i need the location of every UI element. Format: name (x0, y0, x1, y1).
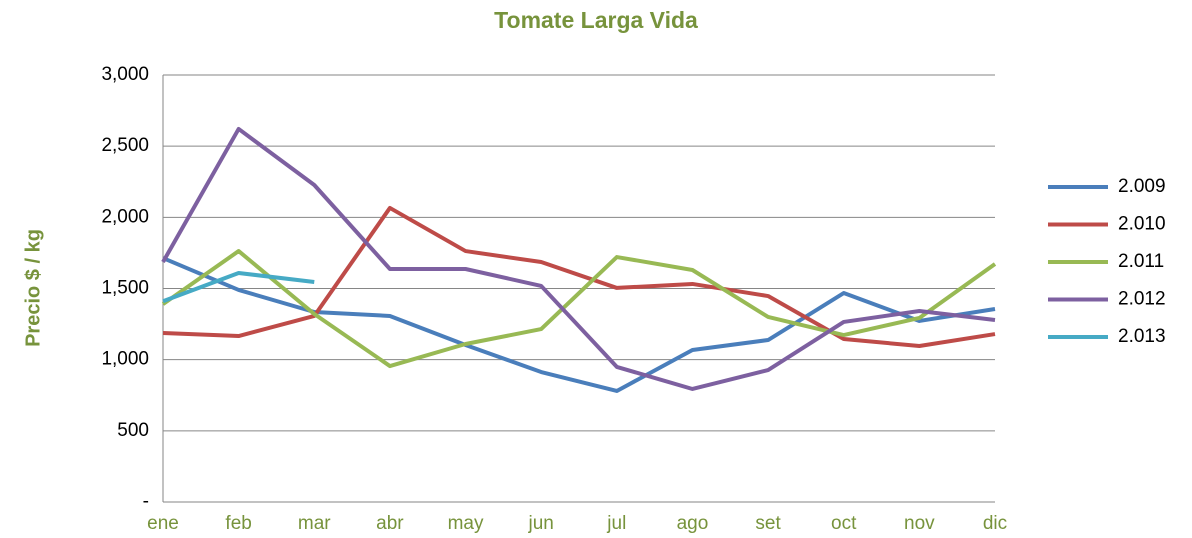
x-tick-label: oct (831, 513, 857, 534)
x-tick-label: jun (528, 513, 554, 534)
y-axis-label: Precio $ / kg (22, 229, 44, 347)
y-tick-label: 2,500 (101, 135, 149, 156)
y-tick-label: 1,500 (101, 278, 149, 299)
legend-label: 2.011 (1118, 251, 1164, 272)
x-tick-label: nov (904, 513, 935, 534)
y-tick-label: 1,000 (101, 349, 149, 370)
chart-title: Tomate Larga Vida (494, 7, 698, 33)
series-line (162, 270, 315, 304)
series-line (162, 205, 996, 349)
legend-label: 2.013 (1118, 326, 1166, 347)
x-tick-label: may (448, 513, 484, 534)
y-tick-label: - (143, 491, 149, 512)
legend-label: 2.010 (1118, 214, 1166, 235)
x-tick-label: ago (677, 513, 709, 534)
series-line (161, 249, 997, 369)
series-line (162, 256, 996, 393)
x-tick-label: abr (376, 513, 404, 534)
y-tick-label: 500 (117, 420, 149, 441)
x-tick-label: feb (225, 513, 251, 534)
x-tick-label: mar (298, 513, 331, 534)
legend-label: 2.012 (1118, 289, 1166, 310)
y-tick-label: 2,000 (101, 206, 149, 227)
x-tick-label: set (755, 513, 781, 534)
x-tick-label: ene (147, 513, 179, 534)
x-tick-label: jul (606, 513, 626, 534)
series-line (161, 126, 996, 391)
y-tick-label: 3,000 (101, 64, 149, 85)
x-tick-label: dic (983, 513, 1007, 534)
legend-label: 2.009 (1118, 176, 1166, 197)
